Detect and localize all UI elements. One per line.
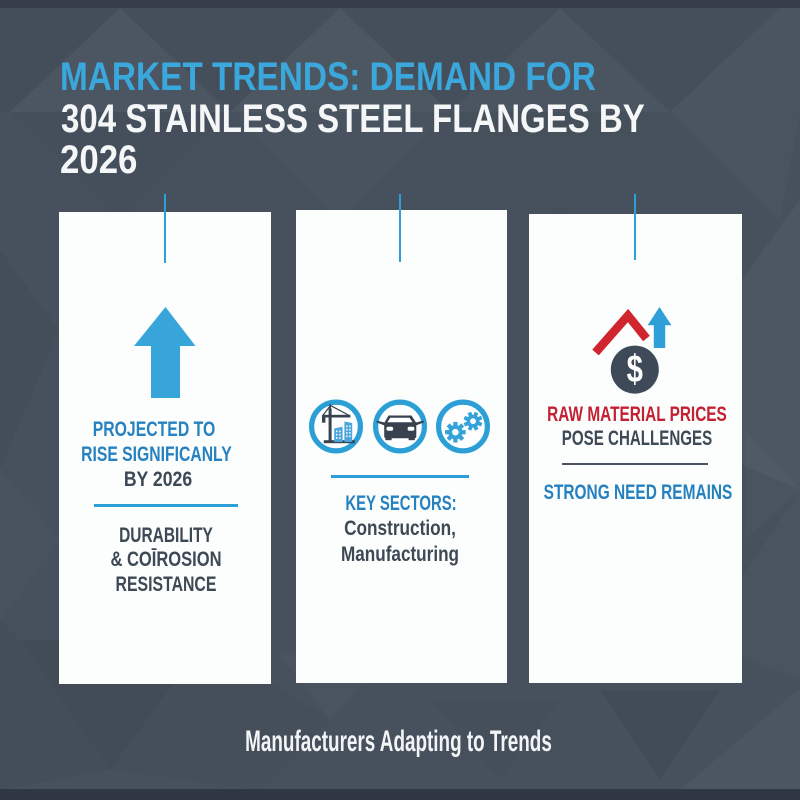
svg-text:$: $ (627, 348, 643, 391)
